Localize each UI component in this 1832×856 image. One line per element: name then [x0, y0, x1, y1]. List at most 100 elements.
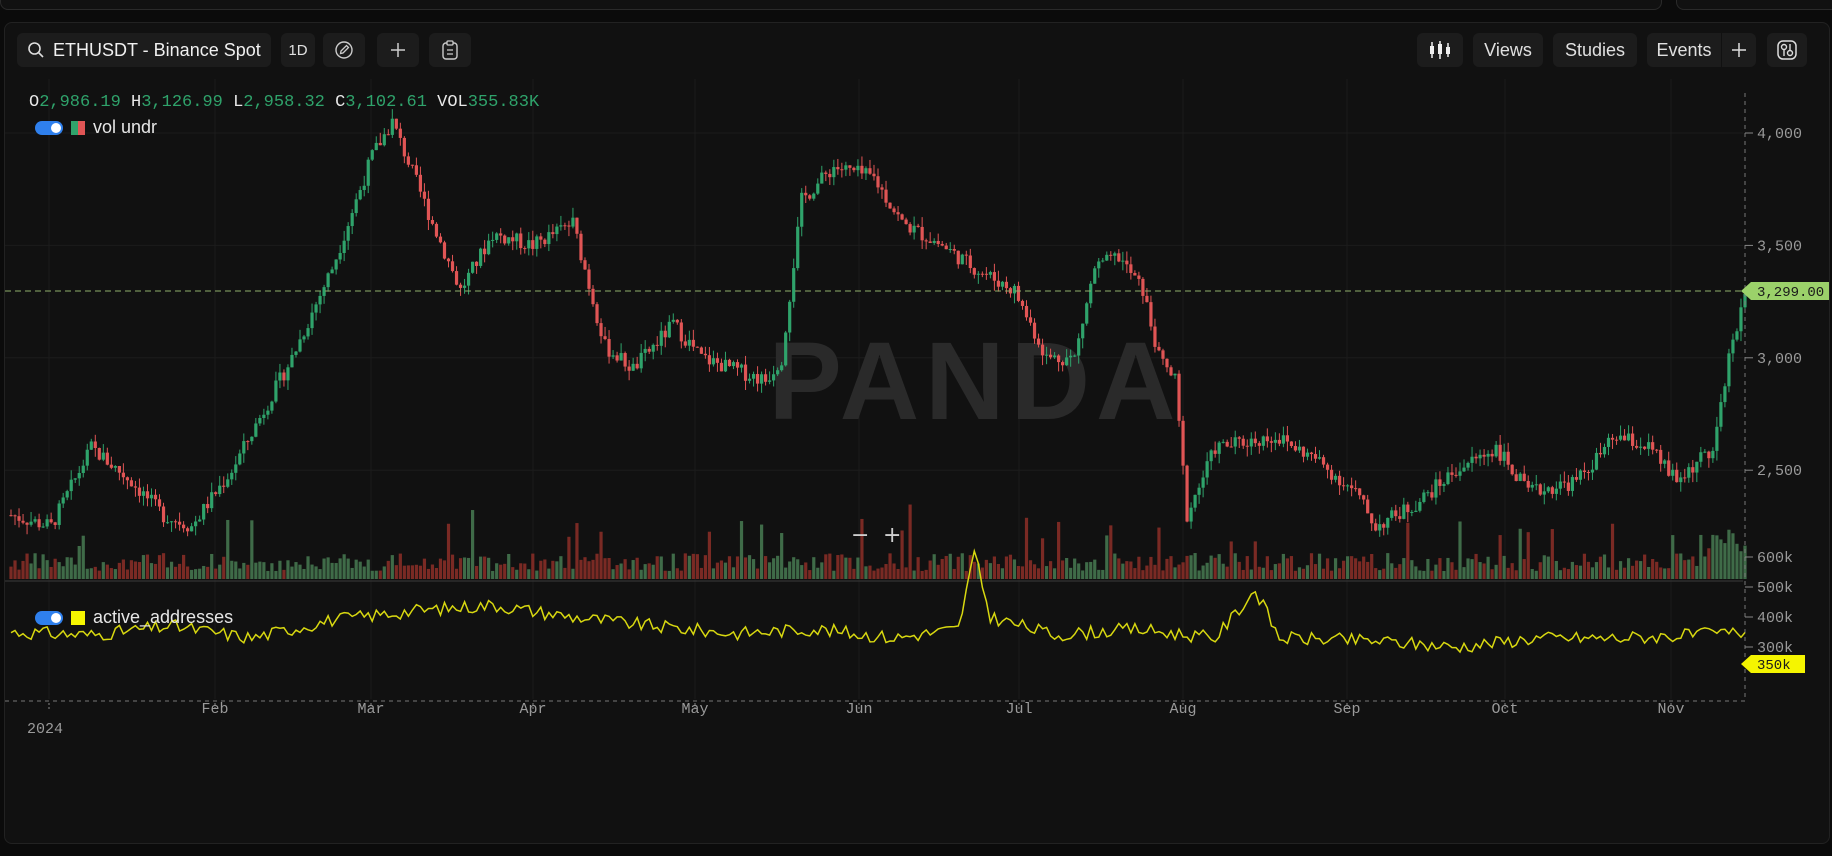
- volume-bar: [258, 561, 262, 579]
- add-event-button[interactable]: [1722, 33, 1756, 67]
- candle-body: [812, 193, 816, 199]
- candle-body: [1743, 294, 1747, 308]
- volume-bar: [21, 560, 25, 579]
- candle-body: [992, 272, 996, 281]
- candle-body: [1418, 501, 1422, 511]
- volume-bar: [880, 567, 884, 579]
- volume-bar: [1085, 562, 1089, 579]
- notes-button[interactable]: [429, 33, 471, 67]
- low-label: L: [233, 93, 244, 112]
- volume-bar: [1109, 525, 1113, 579]
- interval-button[interactable]: 1D: [281, 33, 315, 67]
- volume-bar: [1189, 555, 1193, 579]
- candle-body: [73, 478, 77, 480]
- volume-bar: [181, 554, 186, 579]
- volume-bar: [663, 570, 667, 579]
- volume-bar: [370, 570, 374, 579]
- candle-body: [1582, 470, 1587, 472]
- volume-bar: [1474, 553, 1478, 579]
- candle-body: [511, 237, 515, 242]
- top-tab-right[interactable]: [1676, 0, 1832, 10]
- candle-body: [1522, 473, 1526, 481]
- volume-bar: [956, 556, 960, 579]
- volume-bar: [1679, 553, 1683, 579]
- volume-bar: [607, 557, 611, 579]
- volume-bar: [1201, 565, 1205, 579]
- candle-body: [1663, 460, 1667, 464]
- settings-button[interactable]: [1767, 33, 1807, 67]
- candle-body: [852, 167, 856, 171]
- candle-body: [298, 339, 302, 352]
- candle-body: [848, 165, 852, 168]
- symbol-search-button[interactable]: ETHUSDT - Binance Spot: [17, 33, 271, 67]
- candle-body: [294, 351, 298, 355]
- add-button[interactable]: [377, 33, 419, 67]
- views-button[interactable]: Views: [1473, 33, 1543, 67]
- vol-color-swatch: [71, 120, 85, 135]
- zoom-in-button[interactable]: +: [883, 523, 902, 548]
- volume-bar: [306, 556, 310, 579]
- candle-body: [234, 464, 238, 473]
- events-button[interactable]: Events: [1647, 33, 1721, 67]
- volume-bar: [1185, 555, 1189, 579]
- candle-body: [1639, 446, 1643, 448]
- candle-body: [422, 191, 427, 199]
- top-tab-left[interactable]: [0, 0, 1662, 10]
- volume-bar: [173, 566, 178, 579]
- volume-bar: [234, 561, 238, 579]
- volume-bar: [579, 559, 583, 579]
- candle-body: [1691, 467, 1695, 473]
- volume-bar: [519, 563, 523, 579]
- chart-grid: [5, 79, 1743, 699]
- volume-bar: [218, 564, 222, 579]
- candle-body: [683, 341, 687, 346]
- candle-body: [1342, 485, 1346, 487]
- candle-body: [1269, 441, 1273, 443]
- volume-bar: [1265, 556, 1269, 579]
- candle-body: [1233, 437, 1237, 447]
- candle-body: [366, 159, 370, 186]
- symbol-label: ETHUSDT - Binance Spot: [53, 39, 261, 60]
- vol-toggle[interactable]: [35, 120, 63, 135]
- volume-bar: [1028, 560, 1033, 579]
- volume-bar: [37, 568, 41, 579]
- volume-bar: [1366, 561, 1370, 579]
- candle-body: [912, 225, 916, 233]
- candle-body: [1362, 495, 1366, 500]
- active-toggle[interactable]: [35, 610, 63, 625]
- volume-bar: [410, 565, 414, 579]
- volume-bar: [1707, 548, 1711, 579]
- volume-bar: [1422, 570, 1426, 579]
- chart-type-button[interactable]: [1417, 33, 1463, 67]
- volume-bar: [591, 559, 595, 579]
- volume-bar: [1478, 562, 1482, 579]
- zoom-out-button[interactable]: −: [851, 523, 870, 548]
- candle-body: [952, 248, 956, 251]
- candle-body: [663, 330, 667, 338]
- volume-bar: [711, 568, 716, 579]
- volume-bar: [77, 545, 81, 579]
- candle-body: [1538, 484, 1542, 495]
- volume-bar: [125, 569, 130, 579]
- candle-body: [105, 452, 109, 465]
- candle-body: [631, 363, 635, 371]
- draw-button[interactable]: [323, 33, 365, 67]
- volume-bar: [960, 553, 964, 579]
- volume-bar: [928, 560, 932, 579]
- volume-bar: [462, 557, 467, 579]
- time-tick-label: Oct: [1491, 701, 1518, 718]
- volume-bar: [450, 554, 455, 579]
- candle-body: [735, 362, 740, 368]
- volume-bar: [334, 563, 338, 579]
- candle-body: [1374, 523, 1378, 531]
- candle-body: [434, 223, 439, 237]
- studies-button[interactable]: Studies: [1553, 33, 1637, 67]
- candle-body: [972, 268, 976, 275]
- volume-bar: [1526, 532, 1530, 579]
- volume-bar: [495, 563, 499, 579]
- volume-bar: [936, 564, 940, 579]
- volume-bar: [507, 553, 511, 579]
- price-chart[interactable]: PANDA 4,000 3,500 3,000 2,500 600k 500k 400k 3…: [5, 79, 1829, 843]
- candle-body: [1554, 488, 1558, 494]
- volume-bar: [599, 531, 603, 579]
